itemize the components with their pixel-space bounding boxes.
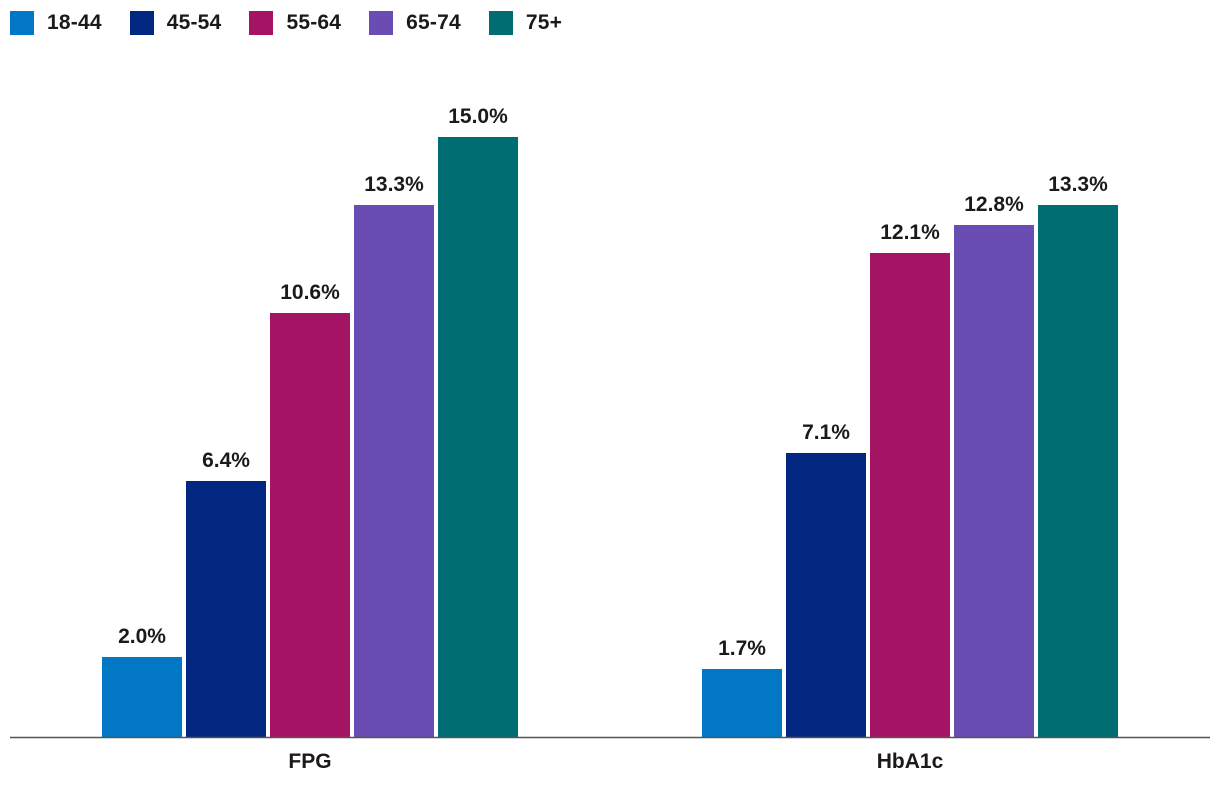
legend-label-18-44: 18-44 <box>47 11 102 34</box>
legend-item-55-64: 55-64 <box>249 11 341 35</box>
x-tick-label-hba1c: HbA1c <box>877 750 944 773</box>
legend-swatch-75-plus <box>488 11 513 35</box>
data-label-fpg-75-plus: 15.0% <box>448 105 508 128</box>
bar-fpg-65-74 <box>354 205 434 737</box>
legend-swatch-55-64 <box>249 11 274 35</box>
x-tick-label-fpg: FPG <box>288 750 331 773</box>
data-label-fpg-45-54: 6.4% <box>202 449 250 472</box>
bar-hba1c-18-44 <box>702 669 782 737</box>
legend-label-55-64: 55-64 <box>286 11 342 34</box>
data-label-fpg-65-74: 13.3% <box>364 173 424 196</box>
bar-fpg-55-64 <box>270 313 350 737</box>
data-label-fpg-55-64: 10.6% <box>280 281 340 304</box>
bar-fpg-75-plus <box>438 137 518 737</box>
data-label-hba1c-55-64: 12.1% <box>880 221 940 244</box>
bar-fpg-45-54 <box>186 481 266 737</box>
legend-swatch-18-44 <box>10 11 34 35</box>
legend-item-45-54: 45-54 <box>129 11 222 35</box>
bar-hba1c-65-74 <box>954 225 1034 737</box>
bar-hba1c-75-plus <box>1038 205 1118 737</box>
chart-legend: 18-44 45-54 55-64 65-74 75+ <box>10 8 590 38</box>
legend-label-65-74: 65-74 <box>406 11 461 34</box>
data-label-hba1c-75-plus: 13.3% <box>1048 173 1108 196</box>
legend-swatch-45-54 <box>129 11 154 35</box>
data-label-fpg-18-44: 2.0% <box>118 625 166 648</box>
data-label-hba1c-65-74: 12.8% <box>964 193 1024 216</box>
legend-label-75-plus: 75+ <box>525 11 563 34</box>
legend-item-18-44: 18-44 <box>10 11 102 35</box>
bar-hba1c-55-64 <box>870 253 950 737</box>
bar-hba1c-45-54 <box>786 453 866 737</box>
legend-label-45-54: 45-54 <box>166 11 222 34</box>
bar-fpg-18-44 <box>102 657 182 737</box>
data-label-hba1c-45-54: 7.1% <box>802 421 850 444</box>
legend-swatch-65-74 <box>369 11 394 35</box>
legend-item-75-plus: 75+ <box>488 11 563 35</box>
data-label-hba1c-18-44: 1.7% <box>718 637 766 660</box>
legend-item-65-74: 65-74 <box>369 11 461 35</box>
